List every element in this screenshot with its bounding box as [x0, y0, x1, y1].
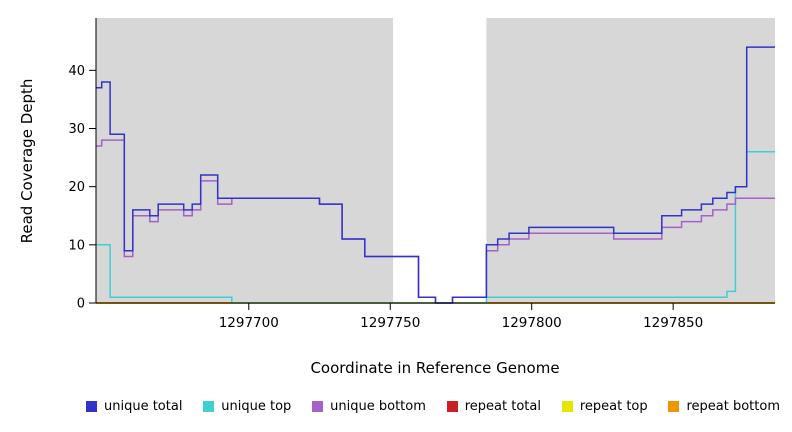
unique-bottom-swatch-icon	[312, 401, 324, 412]
y-axis-label: Read Coverage Depth	[18, 78, 36, 244]
x-tick-label: 1297700	[219, 315, 279, 331]
legend-label: unique top	[221, 399, 292, 414]
series-unique-total	[96, 46, 775, 304]
y-tick-label: 0	[77, 297, 85, 312]
repeat-top-swatch-icon	[561, 401, 573, 412]
repeat-total-swatch-icon	[446, 401, 458, 412]
legend-label: repeat total	[464, 399, 541, 414]
unique-top-swatch-icon	[203, 401, 215, 412]
legend-item-unique-total: unique total	[86, 399, 182, 414]
repeat-bottom-swatch-icon	[668, 401, 680, 412]
coverage-gap-region	[393, 18, 487, 303]
chart-legend: unique total unique top unique bottom re…	[86, 399, 780, 414]
legend-item-unique-bottom: unique bottom	[312, 399, 426, 414]
x-tick-label: 1297750	[360, 315, 420, 331]
legend-label: repeat bottom	[686, 399, 780, 414]
coverage-step-chart: 0 10 20 30 40 1297700 1297750 1297800 1297850	[68, 18, 775, 331]
legend-item-repeat-bottom: repeat bottom	[668, 399, 780, 414]
legend-label: repeat top	[579, 399, 648, 414]
x-tick-label: 1297800	[502, 315, 562, 331]
legend-item-repeat-top: repeat top	[561, 399, 648, 414]
y-tick-label: 10	[68, 238, 85, 253]
x-axis-label: Coordinate in Reference Genome	[310, 359, 560, 377]
legend-item-repeat-total: repeat total	[446, 399, 541, 414]
legend-label: unique total	[104, 399, 183, 414]
x-tick-label: 1297850	[643, 315, 703, 331]
y-tick-label: 30	[68, 122, 85, 137]
y-tick-label: 20	[68, 180, 85, 195]
legend-item-unique-top: unique top	[203, 399, 291, 414]
unique-total-swatch-icon	[86, 401, 97, 412]
legend-label: unique bottom	[330, 399, 426, 414]
y-tick-label: 40	[68, 64, 85, 79]
